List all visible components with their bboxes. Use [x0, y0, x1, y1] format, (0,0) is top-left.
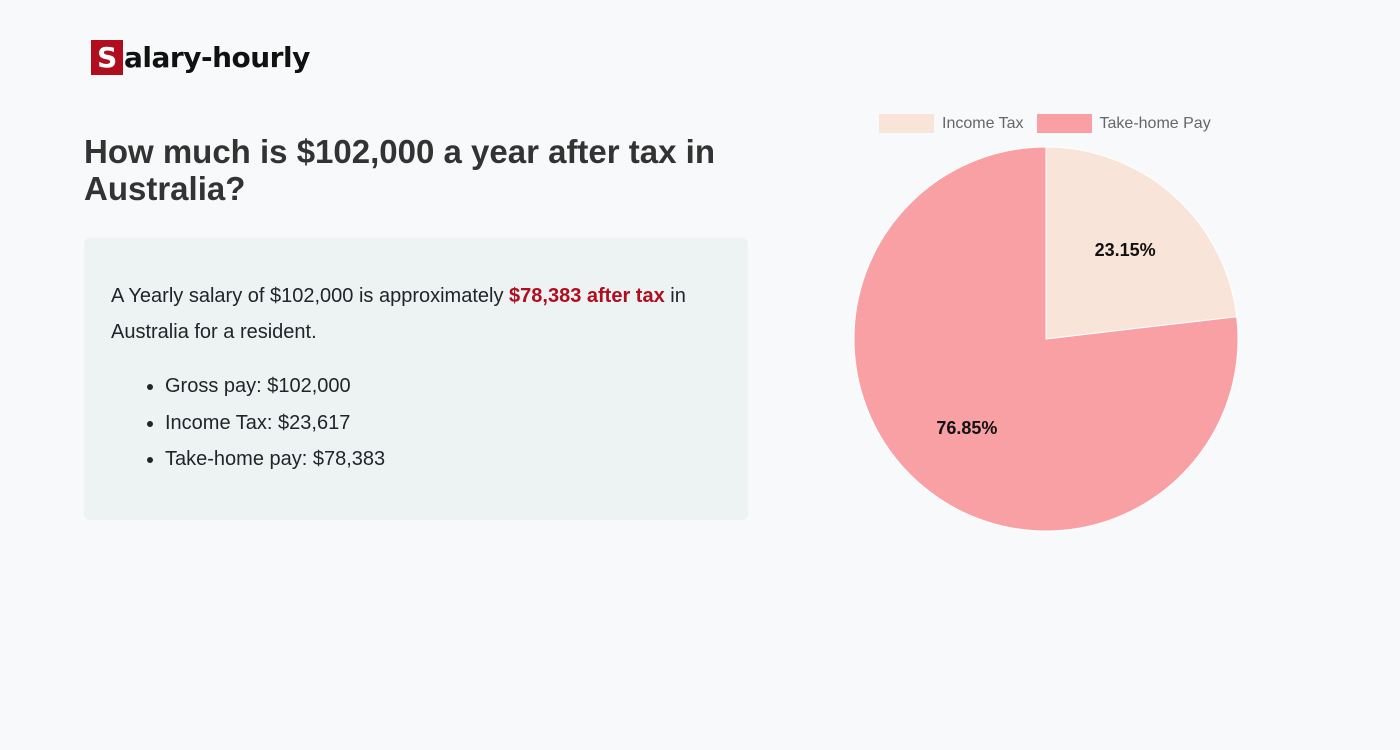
legend-swatch-income-tax[interactable] [879, 114, 934, 133]
chart-legend: Income Tax Take-home Pay [879, 114, 1224, 133]
summary-after: in Australia for a resident. [111, 285, 686, 343]
list-item-take-home: Take-home pay: $78,383 [165, 441, 721, 478]
list-item-income-tax: Income Tax: $23,617 [165, 405, 721, 442]
slice-take-home[interactable] [853, 146, 1239, 532]
data-label-take-home: 76.85% [936, 418, 997, 438]
page-title: How much is $102,000 a year after tax in… [84, 133, 715, 207]
logo-letter: S [91, 40, 123, 75]
data-label-income-tax: 23.15% [1095, 240, 1156, 260]
breakdown-list: Gross pay: $102,000 Income Tax: $23,617 … [111, 368, 721, 478]
legend-swatch-take-home[interactable] [1036, 114, 1092, 133]
legend-label-take-home[interactable]: Take-home Pay [1099, 114, 1211, 132]
legend-label-income-tax[interactable]: Income Tax [942, 114, 1024, 132]
list-item-gross: Gross pay: $102,000 [165, 368, 721, 405]
after-tax-highlight: $78,383 after tax [509, 285, 665, 307]
slice-income-tax[interactable] [1045, 146, 1238, 340]
summary-card: A Yearly salary of $102,000 is approxima… [84, 238, 748, 520]
logo-text: alary-hourly [124, 41, 310, 74]
logo[interactable]: S alary-hourly [91, 40, 310, 75]
summary-before: A Yearly salary of $102,000 is approxima… [111, 285, 510, 307]
summary-text: A Yearly salary of $102,000 is approxima… [111, 278, 721, 350]
